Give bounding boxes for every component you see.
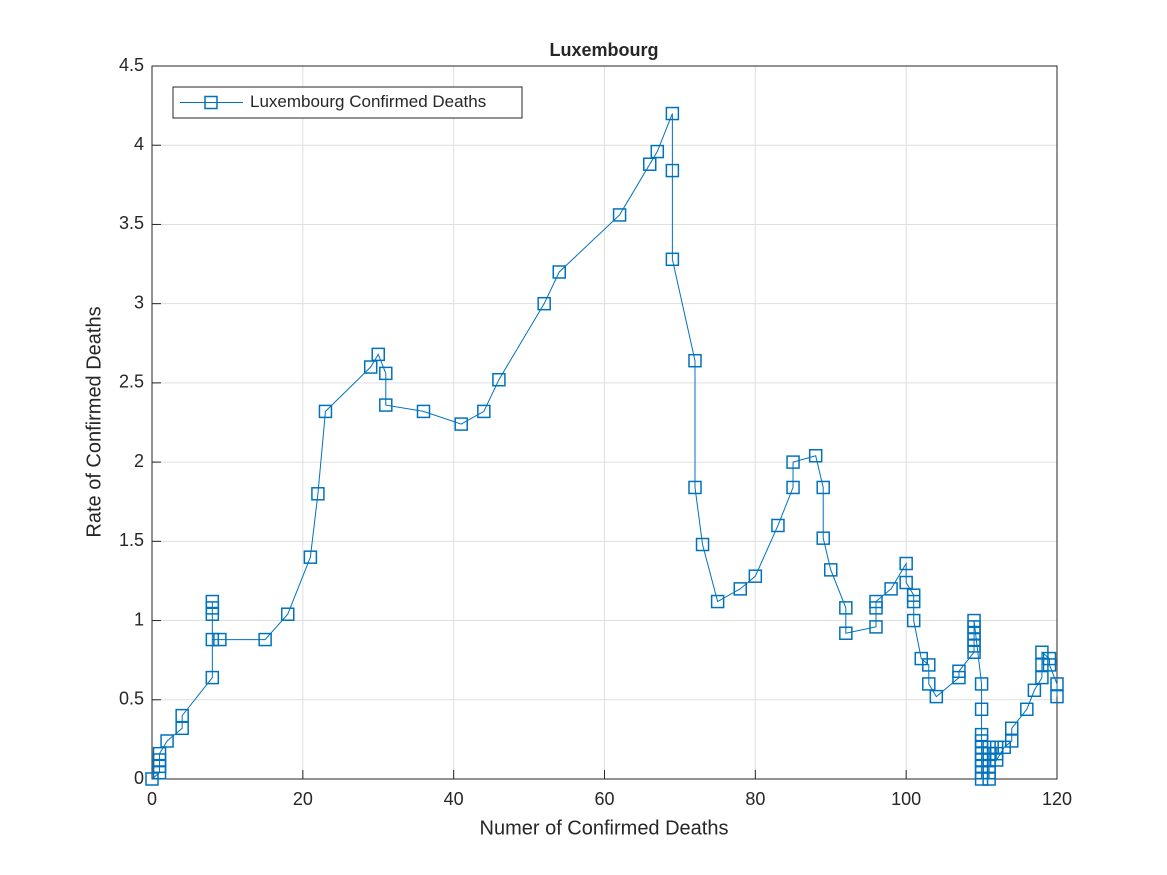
- data-point: [1020, 702, 1034, 717]
- legend-marker: [204, 95, 218, 110]
- data-point: [303, 550, 318, 564]
- y-tick-label: 0: [134, 768, 144, 788]
- y-tick-label: 4: [134, 134, 144, 154]
- legend-label: Luxembourg Confirmed Deaths: [250, 92, 486, 111]
- data-point: [974, 702, 989, 717]
- y-tick-label: 0.5: [119, 689, 144, 709]
- x-tick-label: 0: [147, 789, 157, 809]
- x-axis-label: Numer of Confirmed Deaths: [480, 817, 729, 839]
- data-point: [1005, 721, 1019, 736]
- data-point: [839, 601, 853, 615]
- x-tick-label: 40: [444, 789, 464, 809]
- data-point: [952, 664, 966, 679]
- data-point: [454, 417, 468, 431]
- y-tick-label: 2: [134, 451, 144, 471]
- data-point: [839, 626, 853, 640]
- data-point: [416, 404, 431, 419]
- data-point: [643, 157, 657, 171]
- data-point: [869, 594, 883, 609]
- data-point: [371, 347, 385, 362]
- data-point: [379, 398, 393, 412]
- y-tick-label: 1.5: [119, 530, 144, 550]
- data-point: [665, 252, 680, 267]
- data-point: [816, 480, 830, 495]
- data-point: [906, 613, 921, 628]
- data-point: [899, 556, 913, 571]
- data-point: [205, 594, 220, 609]
- chart-title: Luxembourg: [549, 40, 658, 60]
- data-point: [967, 613, 981, 628]
- data-point: [899, 575, 913, 590]
- data-point: [1050, 689, 1064, 704]
- y-tick-label: 1: [134, 609, 144, 629]
- axes-box: [151, 65, 1058, 780]
- x-tick-label: 60: [594, 789, 614, 809]
- y-tick-label: 2.5: [119, 372, 144, 392]
- data-point: [552, 265, 566, 279]
- data-point: [152, 746, 167, 761]
- data-point: [733, 582, 747, 596]
- x-tick-label: 20: [293, 789, 313, 809]
- data-point: [363, 360, 378, 374]
- data-point: [665, 106, 680, 121]
- data-point: [695, 537, 710, 552]
- data-point: [824, 563, 838, 577]
- x-tick-label: 80: [745, 789, 765, 809]
- x-tick-label: 120: [1042, 789, 1072, 809]
- data-point: [318, 404, 333, 419]
- data-point: [665, 163, 680, 178]
- data-point: [884, 582, 898, 596]
- data-point: [922, 677, 936, 691]
- data-point: [477, 404, 491, 419]
- data-point: [1027, 683, 1042, 698]
- x-tick-label: 100: [891, 789, 921, 809]
- data-point: [612, 208, 627, 222]
- data-point: [1042, 658, 1057, 672]
- data-point: [808, 449, 823, 463]
- data-point: [205, 670, 220, 685]
- data-point: [922, 658, 936, 672]
- data-point: [205, 632, 220, 647]
- y-tick-label: 4.5: [119, 55, 144, 75]
- data-point: [974, 677, 989, 691]
- data-point: [906, 594, 921, 609]
- data-point: [175, 708, 189, 723]
- data-point: [989, 753, 1004, 767]
- data-point: [869, 620, 883, 634]
- data-point: [492, 372, 506, 387]
- data-point: [379, 366, 393, 381]
- data-point: [688, 353, 702, 368]
- data-point: [929, 689, 944, 704]
- data-point: [537, 296, 551, 311]
- data-point: [816, 531, 830, 545]
- data-point: [786, 480, 800, 495]
- data-point: [748, 569, 763, 583]
- y-tick-label: 3: [134, 292, 144, 312]
- data-point: [213, 632, 227, 647]
- data-point: [771, 518, 785, 533]
- data-point: [281, 607, 295, 621]
- y-tick-label: 3.5: [119, 213, 144, 233]
- data-point: [688, 480, 702, 495]
- data-point: [311, 487, 325, 501]
- data-point: [160, 734, 174, 748]
- data-point: [258, 632, 272, 647]
- data-point: [710, 594, 725, 609]
- y-axis-label: Rate of Confirmed Deaths: [83, 306, 105, 537]
- data-point: [650, 144, 665, 159]
- data-point: [786, 455, 800, 469]
